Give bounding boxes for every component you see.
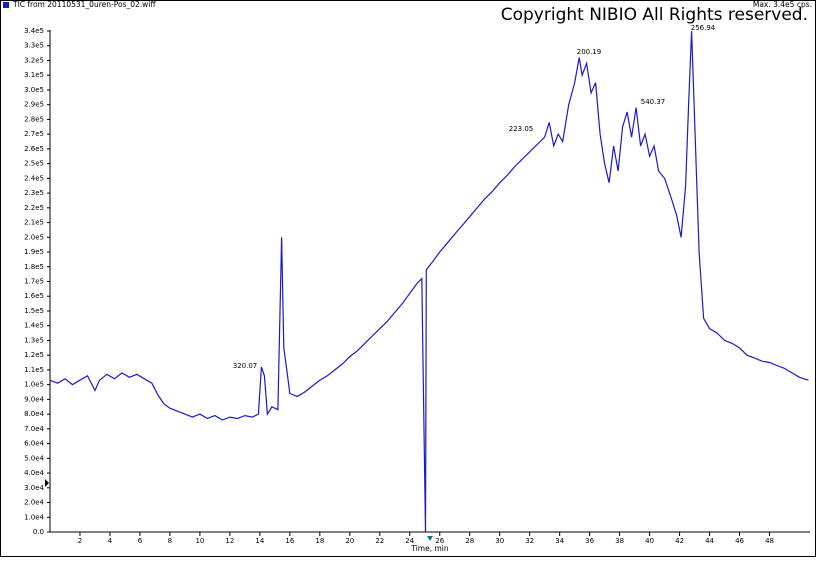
x-tick-label: 46 (735, 537, 744, 545)
x-tick-label: 12 (225, 537, 234, 545)
y-tick-label: 4.0e4 (24, 469, 44, 477)
peak-label: 256.94 (691, 24, 716, 32)
x-tick-label: 28 (465, 537, 474, 545)
peak-label: 540.37 (641, 98, 666, 106)
y-tick-label: 2.6e5 (24, 145, 44, 153)
y-tick-label: 3.0e5 (24, 86, 44, 94)
y-tick-label: 2.9e5 (24, 101, 44, 109)
y-tick-label: 1.0e5 (24, 381, 44, 389)
y-tick-label: 3.1e5 (24, 71, 44, 79)
x-tick-label: 24 (405, 537, 414, 545)
axis-marker (45, 479, 49, 487)
x-tick-label: 30 (495, 537, 504, 545)
trace-icon (3, 2, 9, 8)
x-tick-label: 40 (645, 537, 654, 545)
y-tick-label: 2.1e5 (24, 219, 44, 227)
y-tick-label: 1.7e5 (24, 278, 44, 286)
y-tick-label: 1.9e5 (24, 248, 44, 256)
y-tick-label: 2.8e5 (24, 115, 44, 123)
x-tick-label: 10 (195, 537, 204, 545)
y-tick-label: 1.2e5 (24, 351, 44, 359)
y-tick-label: 0.0 (33, 528, 44, 536)
y-tick-label: 1.1e5 (24, 366, 44, 374)
y-tick-label: 2.5e5 (24, 160, 44, 168)
y-tick-label: 1.4e5 (24, 322, 44, 330)
x-tick-label: 44 (705, 537, 714, 545)
y-tick-label: 9.0e4 (24, 395, 44, 403)
x-tick-label: 42 (675, 537, 684, 545)
trace (49, 30, 809, 533)
peak-label: 320.07 (233, 362, 258, 370)
chart-title: TIC from 20110531_0uren-Pos_02.wiff (12, 0, 156, 9)
y-tick-label: 2.3e5 (24, 189, 44, 197)
y-tick-label: 3.0e4 (24, 484, 44, 492)
x-tick-label: 26 (435, 537, 444, 545)
x-tick-label: 32 (525, 537, 534, 545)
y-tick-label: 7.0e4 (24, 425, 44, 433)
x-tick-label: 8 (168, 537, 172, 545)
y-tick-label: 3.2e5 (24, 56, 44, 64)
x-tick-label: 14 (255, 537, 264, 545)
x-tick-label: 18 (315, 537, 324, 545)
y-tick-label: 1.3e5 (24, 336, 44, 344)
x-tick-label: 4 (108, 537, 113, 545)
peak-label: 200.19 (577, 48, 602, 56)
x-tick-label: 48 (765, 537, 774, 545)
y-tick-label: 1.5e5 (24, 307, 44, 315)
x-tick-label: 22 (375, 537, 384, 545)
x-tick-label: 36 (585, 537, 594, 545)
time-marker (427, 536, 433, 541)
x-tick-label: 38 (615, 537, 624, 545)
peak-label: 223.05 (509, 125, 534, 133)
x-tick-label: 6 (138, 537, 143, 545)
max-label: Max. 3.4e5 cps. (753, 0, 812, 9)
y-tick-label: 1.6e5 (24, 292, 44, 300)
y-tick-label: 3.3e5 (24, 42, 44, 50)
x-tick-label: 16 (285, 537, 294, 545)
y-tick-label: 5.0e4 (24, 454, 44, 462)
y-tick-label: 1.0e4 (24, 513, 44, 521)
y-tick-label: 1.8e5 (24, 263, 44, 271)
x-tick-label: 2 (78, 537, 82, 545)
y-tick-label: 2.4e5 (24, 174, 44, 182)
y-tick-label: 2.0e4 (24, 499, 44, 507)
y-tick-label: 2.7e5 (24, 130, 44, 138)
y-tick-label: 2.2e5 (24, 204, 44, 212)
x-tick-label: 34 (555, 537, 564, 545)
y-tick-label: 2.0e5 (24, 233, 44, 241)
copyright: Copyright NIBIO All Rights reserved. (501, 5, 808, 25)
y-tick-label: 6.0e4 (24, 440, 44, 448)
y-tick-label: 8.0e4 (24, 410, 44, 418)
x-tick-label: 20 (345, 537, 354, 545)
x-axis-label: Time, min (410, 544, 449, 553)
y-tick-label: 3.4e5 (24, 27, 44, 35)
